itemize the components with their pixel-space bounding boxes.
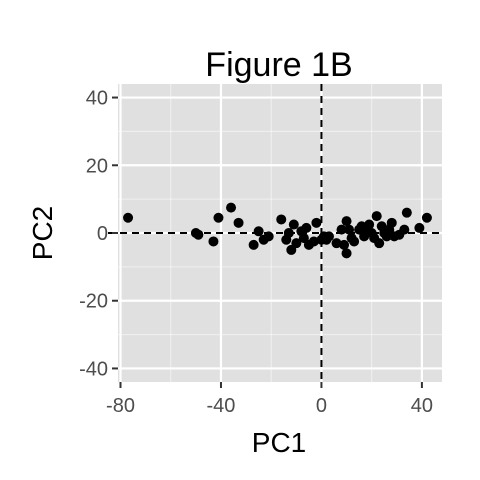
- data-point: [288, 219, 299, 230]
- x-axis-title: PC1: [252, 427, 306, 458]
- data-point: [291, 238, 302, 249]
- data-point: [123, 212, 134, 223]
- data-point: [248, 239, 259, 250]
- data-point: [276, 214, 287, 225]
- y-tick-label: 40: [86, 88, 108, 110]
- data-point: [323, 231, 334, 242]
- data-point: [301, 222, 312, 233]
- data-point: [308, 236, 319, 247]
- data-point: [374, 238, 385, 249]
- data-point: [386, 217, 397, 228]
- x-tick-label: -80: [106, 395, 135, 417]
- data-point: [336, 224, 347, 235]
- data-point: [341, 216, 352, 227]
- y-tick-label: -40: [79, 358, 108, 380]
- x-axis: -80 -40 0 40: [106, 382, 433, 417]
- data-point: [339, 239, 350, 250]
- data-point: [283, 228, 294, 238]
- data-point: [371, 211, 382, 222]
- data-points: [123, 202, 432, 259]
- data-point: [213, 212, 224, 223]
- data-point: [311, 217, 322, 228]
- y-tick-label: 0: [97, 223, 108, 245]
- data-point: [364, 219, 375, 230]
- x-tick-label: -40: [207, 395, 236, 417]
- data-point: [193, 229, 204, 240]
- data-point: [421, 212, 432, 223]
- data-point: [349, 236, 360, 247]
- data-point: [401, 207, 412, 218]
- data-point: [344, 224, 355, 235]
- y-axis-title: PC2: [27, 206, 58, 260]
- y-tick-label: -20: [79, 291, 108, 313]
- data-point: [253, 226, 264, 237]
- chart-title: Figure 1B: [205, 46, 352, 84]
- data-point: [331, 238, 342, 249]
- x-tick-label: 0: [316, 395, 327, 417]
- y-axis: -40 -20 0 20 40: [79, 88, 118, 380]
- data-point: [208, 236, 219, 247]
- data-point: [226, 202, 237, 213]
- data-point: [263, 231, 274, 242]
- data-point: [399, 224, 410, 235]
- y-tick-label: 20: [86, 155, 108, 177]
- x-tick-label: 40: [411, 395, 433, 417]
- data-point: [233, 217, 244, 228]
- data-point: [341, 248, 352, 259]
- data-point: [414, 222, 425, 233]
